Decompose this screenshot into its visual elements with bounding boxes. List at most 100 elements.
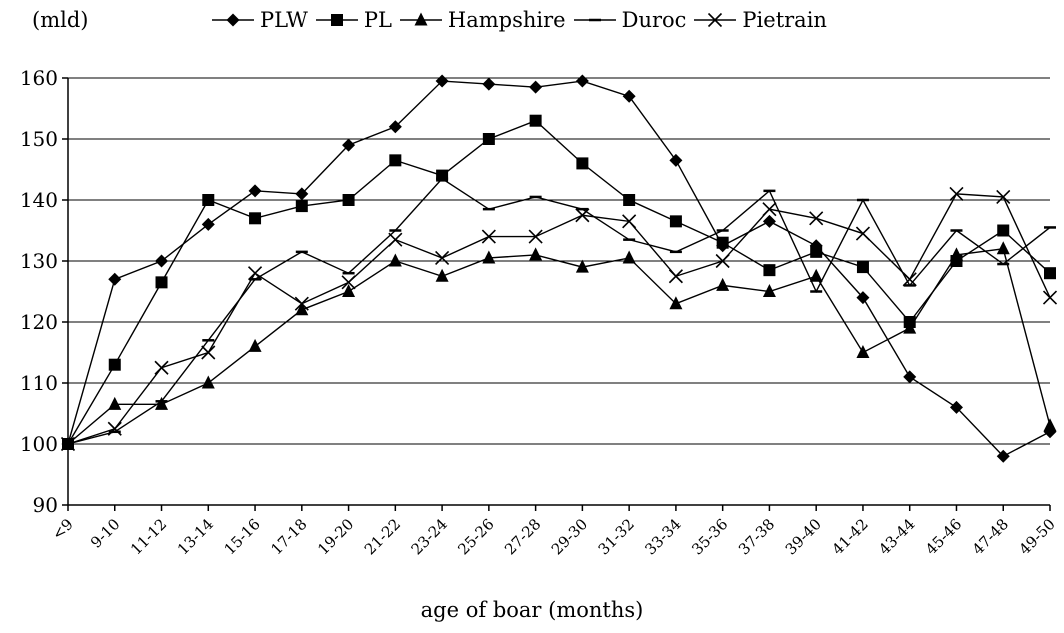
y-tick-label: 140 xyxy=(20,188,58,212)
data-point-hampshire xyxy=(435,268,449,282)
x-tick-label: 41-42 xyxy=(828,515,871,558)
data-point-plw xyxy=(903,370,917,384)
data-point-pl xyxy=(529,114,542,127)
data-point-pietrain xyxy=(341,275,356,290)
series-hampshire xyxy=(61,241,1057,450)
legend-swatch-pl xyxy=(315,14,358,26)
data-point-pietrain xyxy=(107,421,122,436)
x-tick-label: 15-16 xyxy=(221,515,264,558)
series-line-pietrain xyxy=(67,193,1051,445)
data-point-pl xyxy=(997,224,1010,237)
x-marker-stroke xyxy=(949,186,964,201)
data-point-hampshire xyxy=(669,296,683,310)
data-point-pietrain xyxy=(435,250,450,266)
x-marker-stroke xyxy=(388,232,403,247)
x-marker-stroke xyxy=(247,266,263,281)
data-point-hampshire xyxy=(809,268,823,282)
x-marker-stroke xyxy=(902,272,917,287)
legend-label-hampshire: Hampshire xyxy=(447,8,566,32)
legend-swatch-hampshire xyxy=(399,12,442,26)
data-point-hampshire xyxy=(903,320,917,334)
x-tick-label: 23-24 xyxy=(408,515,451,558)
x-marker-stroke xyxy=(715,253,730,269)
data-point-pl xyxy=(763,264,776,277)
x-marker-stroke xyxy=(528,229,543,244)
x-tick-label: 43-44 xyxy=(875,515,918,558)
gridlines xyxy=(68,77,1050,445)
y-tick-label: 150 xyxy=(20,127,58,151)
legend-swatch-plw xyxy=(212,13,254,27)
y-unit-label: (mld) xyxy=(32,8,89,32)
data-point-plw xyxy=(482,77,496,91)
x-tick-label: 37-38 xyxy=(735,515,778,558)
data-point-pietrain xyxy=(762,202,777,217)
legend-item-duroc: Duroc xyxy=(572,8,687,32)
x-tick-label: 29-30 xyxy=(548,515,591,558)
data-point-pietrain xyxy=(902,272,917,287)
data-point-pl xyxy=(810,245,823,258)
data-point-pl xyxy=(1044,267,1056,280)
data-point-hampshire xyxy=(996,241,1010,255)
data-point-hampshire xyxy=(108,396,122,410)
data-point-plw xyxy=(949,400,963,414)
data-point-plw xyxy=(762,214,776,228)
data-point-pietrain xyxy=(154,360,169,375)
data-point-pietrain xyxy=(668,269,683,284)
data-point-hampshire xyxy=(201,375,215,389)
legend-item-plw: PLW xyxy=(210,8,308,32)
data-point-plw xyxy=(108,272,122,286)
data-point-pietrain xyxy=(949,186,964,201)
data-point-pl xyxy=(108,358,121,371)
x-marker-stroke xyxy=(435,250,450,266)
x-axis-label: age of boar (months) xyxy=(420,598,644,622)
x-marker-stroke xyxy=(154,360,169,375)
data-point-hampshire xyxy=(342,284,356,297)
legend-marker-plw xyxy=(226,13,240,27)
x-tick-label: 33-34 xyxy=(641,515,684,558)
data-point-pl xyxy=(482,133,495,145)
series-pietrain xyxy=(60,186,1058,452)
data-point-plw xyxy=(201,217,215,231)
legend-label-plw: PLW xyxy=(260,8,308,32)
x-marker-stroke xyxy=(201,345,216,360)
data-point-pietrain xyxy=(575,208,590,223)
data-point-pietrain xyxy=(294,296,309,311)
legend-label-duroc: Duroc xyxy=(621,8,687,32)
data-point-pl xyxy=(576,157,589,170)
y-tick-label: 130 xyxy=(20,249,58,273)
x-marker-stroke xyxy=(668,269,683,284)
data-point-hampshire xyxy=(1043,418,1057,432)
data-point-pl xyxy=(249,212,262,225)
legend-item-pietrain: Pietrain xyxy=(692,8,827,32)
x-tick-label: 11-12 xyxy=(127,515,170,558)
data-point-pietrain xyxy=(1042,290,1058,305)
x-tick-label: 17-18 xyxy=(267,515,310,558)
x-tick-label: 9-10 xyxy=(87,515,124,552)
data-point-pietrain xyxy=(996,189,1011,205)
data-point-plw xyxy=(575,74,589,88)
legend-marker-pl xyxy=(330,14,343,26)
legend-label-pl: PL xyxy=(363,8,392,32)
data-point-pietrain xyxy=(855,226,871,241)
x-marker-stroke xyxy=(1042,290,1058,305)
data-point-hampshire xyxy=(856,345,870,358)
data-point-pietrain xyxy=(388,232,403,247)
x-tick-label: <9 xyxy=(48,515,76,543)
data-point-plw xyxy=(155,254,169,268)
data-point-plw xyxy=(248,184,262,198)
data-point-pietrain xyxy=(481,229,496,244)
y-tick-label: 160 xyxy=(20,66,58,90)
series-line-plw xyxy=(67,80,1051,458)
x-tick-label: 45-46 xyxy=(922,515,965,558)
plot-area xyxy=(60,74,1058,463)
data-point-plw xyxy=(435,74,449,88)
x-tick-label: 25-26 xyxy=(454,515,497,558)
data-point-plw xyxy=(856,291,870,305)
x-marker-stroke xyxy=(575,208,590,223)
data-point-pl xyxy=(389,154,402,167)
x-marker-stroke xyxy=(708,12,723,28)
data-point-hampshire xyxy=(155,396,169,410)
data-point-hampshire xyxy=(388,253,402,267)
y-tick-label: 90 xyxy=(33,493,58,517)
